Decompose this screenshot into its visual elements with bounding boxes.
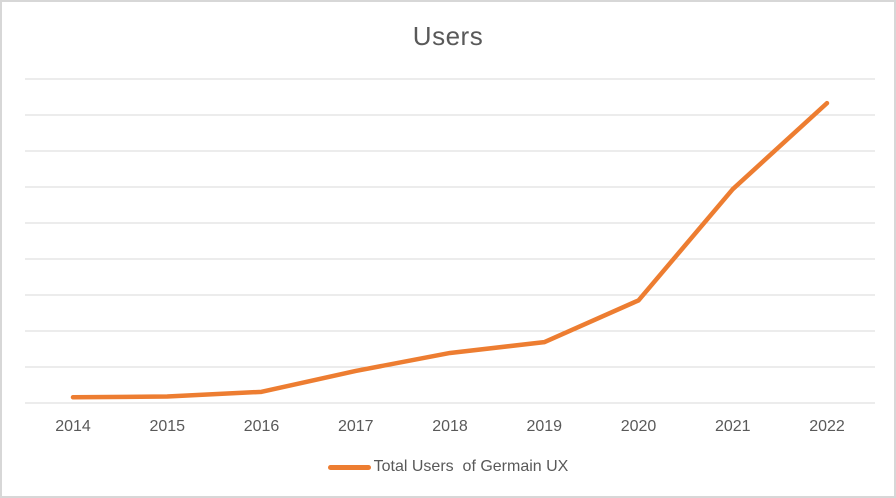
x-axis-tick-label: 2014 xyxy=(55,418,91,435)
x-axis-tick-label: 2018 xyxy=(432,418,468,435)
x-axis-tick-label: 2016 xyxy=(244,418,280,435)
x-axis-tick-label: 2022 xyxy=(809,418,845,435)
x-axis-tick-label: 2015 xyxy=(149,418,185,435)
chart-title: Users xyxy=(412,21,484,51)
legend-line-marker xyxy=(327,464,371,470)
x-axis-tick-label: 2017 xyxy=(338,418,374,435)
legend-series-label: Total Users of Germain UX xyxy=(373,458,569,475)
x-axis-tick-label: 2019 xyxy=(526,418,562,435)
line-chart-plot: 2014 2015 2016 2017 2018 2019 2020 2021 2022 xyxy=(25,78,875,435)
x-axis-tick-label: 2020 xyxy=(621,418,657,435)
series-line xyxy=(70,100,830,400)
x-axis-tick-label: 2021 xyxy=(715,418,751,435)
chart-legend: Total Users of Germain UX xyxy=(2,457,894,477)
